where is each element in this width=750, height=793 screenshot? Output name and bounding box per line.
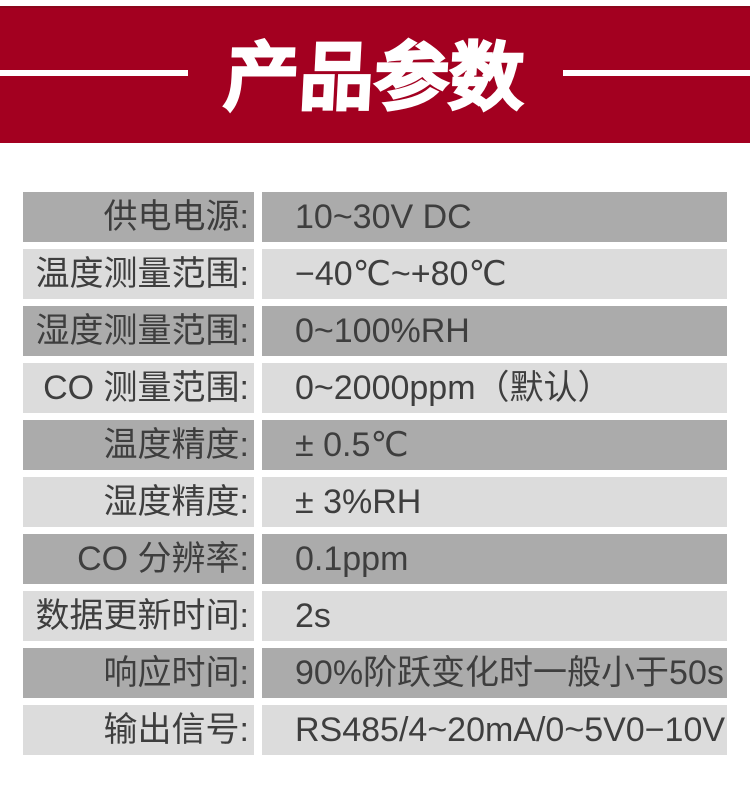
table-row: 湿度精度: ± 3%RH (23, 477, 727, 527)
right-dash-divider (563, 70, 750, 76)
row-value: ± 3%RH (262, 477, 727, 527)
row-label: 输出信号: (23, 705, 254, 755)
row-value: −40℃~+80℃ (262, 249, 727, 299)
row-label: 供电电源: (23, 192, 254, 242)
row-label: 温度精度: (23, 420, 254, 470)
spec-table: 供电电源: 10~30V DC 温度测量范围: −40℃~+80℃ 湿度测量范围… (23, 192, 727, 762)
title-banner: 产品参数 (0, 6, 750, 143)
table-row: 温度精度: ± 0.5℃ (23, 420, 727, 470)
row-value: 10~30V DC (262, 192, 727, 242)
row-value: 0~2000ppm（默认） (262, 363, 727, 413)
row-value: 0.1ppm (262, 534, 727, 584)
row-value: 2s (262, 591, 727, 641)
row-label: 湿度测量范围: (23, 306, 254, 356)
row-label: 湿度精度: (23, 477, 254, 527)
table-row: CO 测量范围: 0~2000ppm（默认） (23, 363, 727, 413)
table-row: 数据更新时间: 2s (23, 591, 727, 641)
table-row: 温度测量范围: −40℃~+80℃ (23, 249, 727, 299)
row-label: CO 分辨率: (23, 534, 254, 584)
row-value: RS485/4~20mA/0~5V0−10V (262, 705, 727, 755)
row-value: 0~100%RH (262, 306, 727, 356)
table-row: 供电电源: 10~30V DC (23, 192, 727, 242)
table-row: 响应时间: 90%阶跃变化时一般小于50s (23, 648, 727, 698)
table-row: 输出信号: RS485/4~20mA/0~5V0−10V (23, 705, 727, 755)
table-row: 湿度测量范围: 0~100%RH (23, 306, 727, 356)
left-dash-divider (0, 70, 188, 76)
row-value: ± 0.5℃ (262, 420, 727, 470)
row-label: 响应时间: (23, 648, 254, 698)
page-title: 产品参数 (221, 34, 528, 120)
row-label: 温度测量范围: (23, 249, 254, 299)
row-label: 数据更新时间: (23, 591, 254, 641)
row-value: 90%阶跃变化时一般小于50s (262, 648, 727, 698)
table-row: CO 分辨率: 0.1ppm (23, 534, 727, 584)
row-label: CO 测量范围: (23, 363, 254, 413)
